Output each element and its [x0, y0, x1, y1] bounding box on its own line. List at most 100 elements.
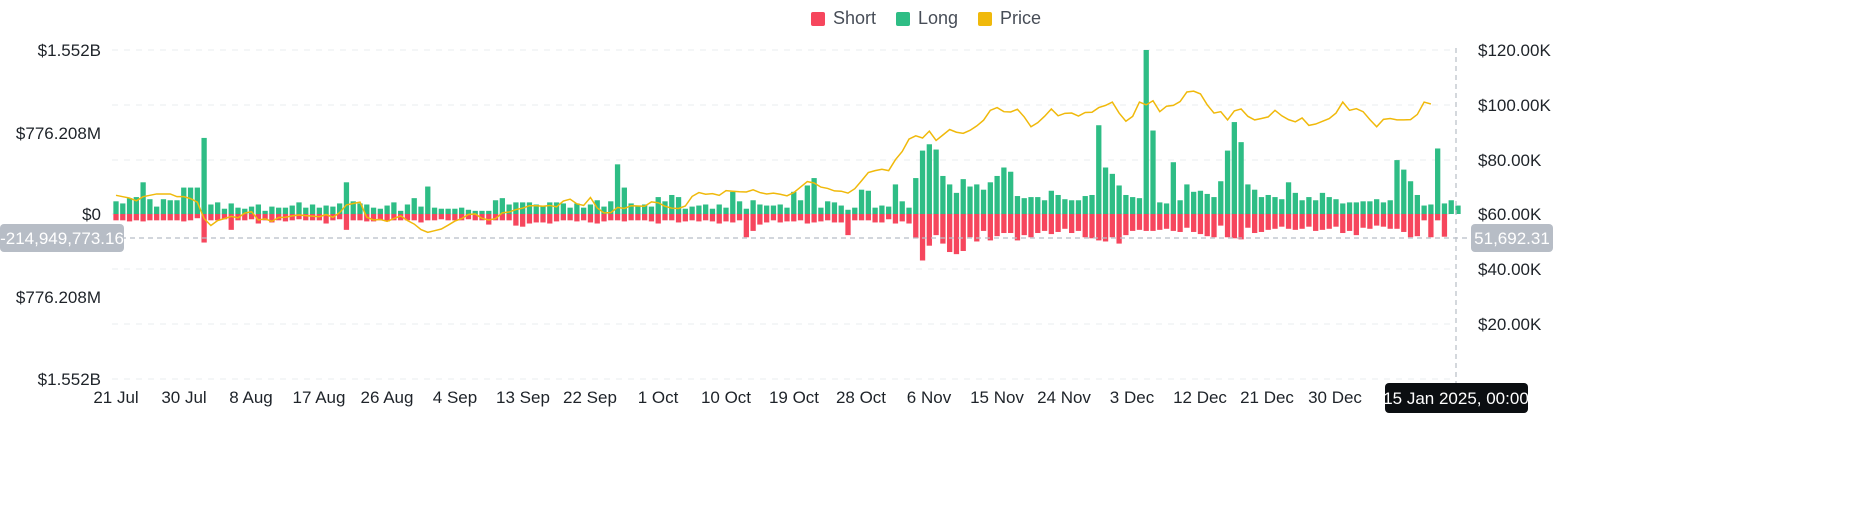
short-bar [438, 214, 444, 220]
short-bar [1021, 214, 1027, 236]
short-bar [1252, 214, 1258, 234]
short-bar [425, 214, 431, 221]
long-bar [655, 197, 661, 214]
long-bar [1421, 205, 1427, 214]
short-bar [1089, 214, 1095, 239]
short-bar [1292, 214, 1298, 230]
long-bar [1136, 198, 1143, 214]
long-bar [350, 201, 356, 214]
short-bar [1211, 214, 1217, 238]
short-bar [1272, 214, 1278, 229]
short-bar [723, 214, 729, 222]
short-bar [1177, 214, 1183, 232]
long-bar [628, 203, 634, 214]
long-bar [770, 205, 777, 214]
long-bar [1177, 200, 1183, 214]
right-axis-tick: $20.00K [1478, 315, 1542, 334]
long-bar [1130, 197, 1136, 214]
short-bar [1279, 214, 1285, 227]
short-bar [269, 214, 275, 223]
long-bar [1360, 201, 1366, 214]
legend-label-long: Long [917, 8, 959, 28]
long-bar [215, 202, 221, 214]
short-bar [1401, 214, 1407, 232]
short-bar [696, 214, 702, 222]
short-bar [1380, 214, 1387, 227]
long-bar [1035, 197, 1041, 214]
long-bar [357, 203, 363, 214]
short-bar [513, 214, 519, 226]
long-bar [269, 206, 275, 214]
short-bar [350, 214, 356, 221]
short-bar [1346, 214, 1353, 231]
crosshair: -214,949,773.16 51,692.31 15 Jan 2025, 0… [0, 48, 1553, 413]
left-axis: $1.552B $776.208M $0 $776.208M $1.552B [16, 41, 101, 389]
long-bar [716, 204, 722, 214]
long-bar [560, 203, 566, 214]
long-bar [221, 208, 228, 214]
long-bar [1163, 203, 1170, 214]
short-bar [947, 214, 953, 253]
long-bar [1041, 200, 1048, 214]
long-bar [797, 200, 804, 214]
long-bar [662, 201, 668, 214]
long-bar [1082, 196, 1088, 214]
long-bar [614, 164, 621, 214]
legend-item-price[interactable]: Price [978, 8, 1041, 29]
long-bar [1306, 197, 1312, 214]
short-bar [1333, 214, 1339, 227]
short-bar [1285, 214, 1292, 229]
short-bar [526, 214, 533, 224]
long-bar [553, 202, 560, 214]
long-bar [777, 204, 783, 214]
short-bar [187, 214, 194, 221]
right-axis-tick: $120.00K [1478, 41, 1551, 60]
long-bar [404, 204, 411, 214]
short-bar [838, 214, 844, 223]
long-bar [1313, 200, 1319, 214]
short-bar [337, 214, 343, 220]
short-bar [906, 214, 912, 224]
short-bar [459, 214, 465, 221]
long-bar [377, 208, 383, 214]
short-bar [1441, 214, 1448, 237]
long-bar [452, 208, 458, 214]
short-bar [1184, 214, 1190, 228]
short-bar [621, 214, 627, 222]
short-bar [581, 214, 587, 221]
long-bar [1401, 169, 1407, 214]
long-bar [587, 204, 594, 214]
long-bar [391, 202, 397, 214]
long-bar [1096, 125, 1102, 214]
left-axis-tick: $1.552B [38, 370, 101, 389]
short-bar [926, 214, 932, 246]
legend-item-short[interactable]: Short [810, 8, 876, 29]
short-bar [1143, 214, 1149, 231]
x-axis-tick: 21 Jul [93, 388, 138, 407]
long-bar [486, 210, 492, 214]
long-bar [1075, 200, 1082, 214]
long-bar [1394, 160, 1400, 214]
x-axis-tick: 6 Nov [907, 388, 952, 407]
long-bar [289, 205, 295, 214]
x-axis-tick: 4 Sep [433, 388, 477, 407]
long-bar [526, 202, 533, 214]
long-bar [669, 194, 675, 214]
short-bar [520, 214, 526, 227]
short-bar [1204, 214, 1210, 237]
short-bar [411, 214, 417, 221]
long-bar [1069, 200, 1075, 214]
legend-item-long[interactable]: Long [895, 8, 959, 29]
short-bar [384, 214, 390, 222]
short-bar [967, 214, 973, 238]
long-bar [581, 207, 587, 214]
long-bar [459, 207, 465, 214]
long-bar [1102, 167, 1109, 214]
short-bar [811, 214, 817, 223]
long-bar [784, 207, 790, 214]
long-bar [1001, 167, 1007, 214]
long-bar [825, 201, 831, 214]
short-bar [743, 214, 749, 238]
long-bar [1191, 191, 1197, 214]
